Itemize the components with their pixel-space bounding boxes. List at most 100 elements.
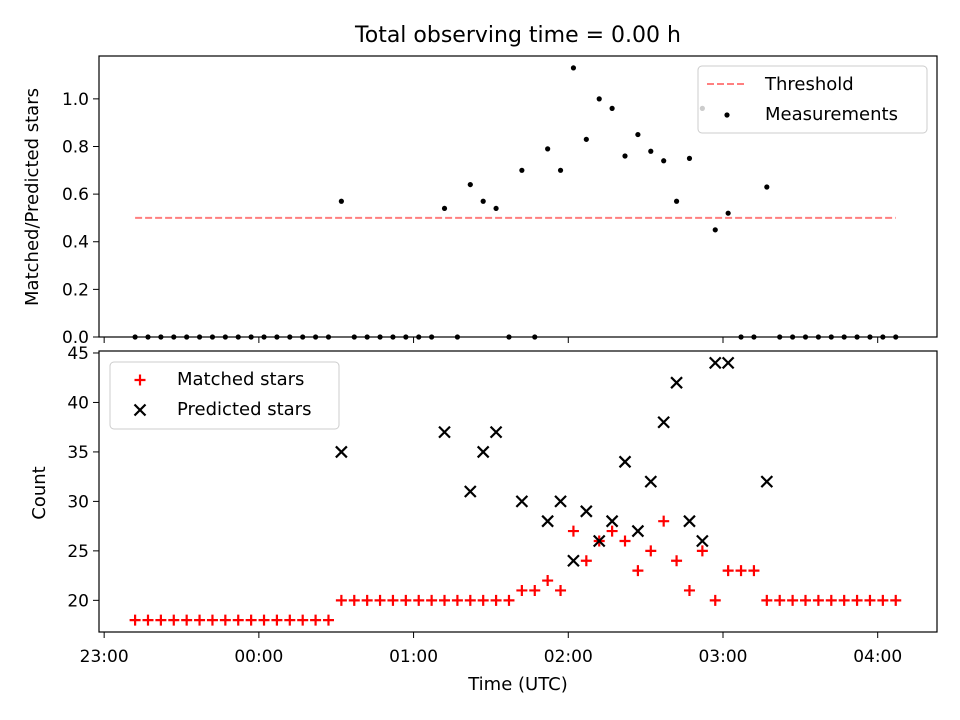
count-y-axis-label: Count (29, 466, 50, 519)
ratio-y-tick-label: 0.8 (62, 137, 89, 157)
predicted-star-point (670, 376, 683, 389)
matched-star-point (464, 594, 476, 606)
matched-star-point (542, 575, 554, 587)
predicted-star-point (464, 485, 477, 498)
matched-star-point (683, 584, 695, 596)
measurement-point (764, 184, 770, 190)
matched-star-point (361, 594, 373, 606)
predicted-star-point (580, 505, 593, 518)
matched-star-point (348, 594, 360, 606)
matched-star-point (206, 614, 218, 626)
measurement-point (583, 136, 589, 142)
legend-matched-swatch (134, 374, 146, 386)
matched-star-point (439, 594, 451, 606)
matched-star-point (606, 525, 618, 537)
predicted-star-point (335, 445, 348, 459)
matched-star-point (503, 594, 515, 606)
matched-star-point (516, 584, 528, 596)
predicted-star-point (541, 514, 554, 528)
count-y-tick-label: 30 (67, 492, 89, 512)
ratio-y-tick-label: 0.4 (62, 233, 89, 253)
matched-star-point (142, 614, 154, 626)
matched-star-point (696, 545, 708, 557)
matched-star-point (413, 594, 425, 606)
x-tick-label: 03:00 (698, 647, 747, 667)
matched-star-point (671, 555, 683, 567)
matched-star-point (838, 594, 850, 606)
predicted-star-point (489, 425, 503, 439)
predicted-star-point (567, 554, 580, 568)
measurement-point (545, 146, 551, 152)
predicted-star-point (592, 534, 606, 548)
measurement-point (661, 158, 667, 164)
ratio-legend: Threshold Measurements (697, 65, 928, 134)
matched-star-point (787, 594, 799, 606)
matched-star-point (490, 594, 502, 606)
predicted-star-point (683, 514, 696, 528)
matched-star-point (271, 614, 283, 626)
legend-predicted-label: Predicted stars (177, 399, 311, 420)
predicted-star-point (696, 534, 709, 548)
measurement-point (673, 198, 680, 204)
matched-star-point (155, 614, 167, 626)
measurement-point (441, 205, 448, 212)
predicted-star-point (515, 495, 529, 508)
predicted-star-point (657, 415, 670, 429)
matched-star-point (722, 565, 734, 577)
ratio-y-tick-label: 0.0 (62, 328, 89, 348)
matched-star-point (709, 594, 721, 606)
ratio-y-tick-label: 0.2 (62, 280, 89, 300)
x-axis-label: Time (UTC) (467, 674, 568, 695)
measurement-point (686, 155, 693, 161)
predicted-star-point (721, 356, 735, 370)
matched-star-point (658, 515, 670, 527)
matched-star-point (400, 594, 412, 606)
matched-star-point (181, 614, 193, 626)
figure-title: Total observing time = 0.00 h (354, 23, 681, 48)
x-tick-label: 23:00 (80, 647, 129, 667)
predicted-star-point (644, 475, 658, 488)
count-y-tick-label: 20 (67, 591, 89, 611)
matched-star-point (645, 545, 657, 557)
matched-star-point (877, 594, 889, 606)
legend-measurements-label: Measurements (765, 104, 898, 125)
matched-star-point (322, 614, 334, 626)
count-marks (129, 356, 902, 626)
ratio-legend-box (697, 65, 928, 134)
matched-star-point (890, 594, 902, 606)
count-legend: Matched stars Predicted stars (109, 361, 340, 430)
matched-star-point (426, 594, 438, 606)
ratio-y-tick-label: 1.0 (62, 90, 89, 110)
legend-matched-marker (134, 374, 146, 386)
ratio-y-axis-label: Matched/Predicted stars (22, 88, 43, 306)
matched-star-point (825, 594, 837, 606)
matched-star-point (194, 614, 206, 626)
matched-star-point (232, 614, 244, 626)
predicted-star-point (708, 356, 722, 370)
matched-star-point (477, 594, 489, 606)
count-axes-frame (98, 350, 938, 633)
matched-star-point (129, 614, 141, 626)
count-x-ticks: 23:00 00:00 01:00 02:00 03:00 04:00 (80, 632, 902, 667)
count-y-tick-label: 25 (67, 542, 89, 562)
matched-star-point (529, 584, 541, 596)
legend-predicted-marker (133, 403, 147, 417)
predicted-star-point (618, 455, 632, 469)
predicted-star-point (438, 425, 451, 439)
measurement-point (609, 105, 615, 111)
matched-star-point (284, 614, 296, 626)
matched-star-point (774, 594, 786, 606)
x-tick-label: 01:00 (389, 647, 438, 667)
matched-star-point (245, 614, 257, 626)
matched-star-point (812, 594, 824, 606)
matched-star-point (748, 565, 760, 577)
matched-star-point (168, 614, 180, 626)
measurement-point (338, 198, 344, 204)
legend-matched-label: Matched stars (177, 369, 304, 390)
measurement-point (712, 227, 718, 233)
measurement-point (557, 167, 564, 173)
measurement-point (493, 205, 499, 212)
measurement-point (480, 198, 486, 204)
predicted-star-point (476, 445, 490, 459)
